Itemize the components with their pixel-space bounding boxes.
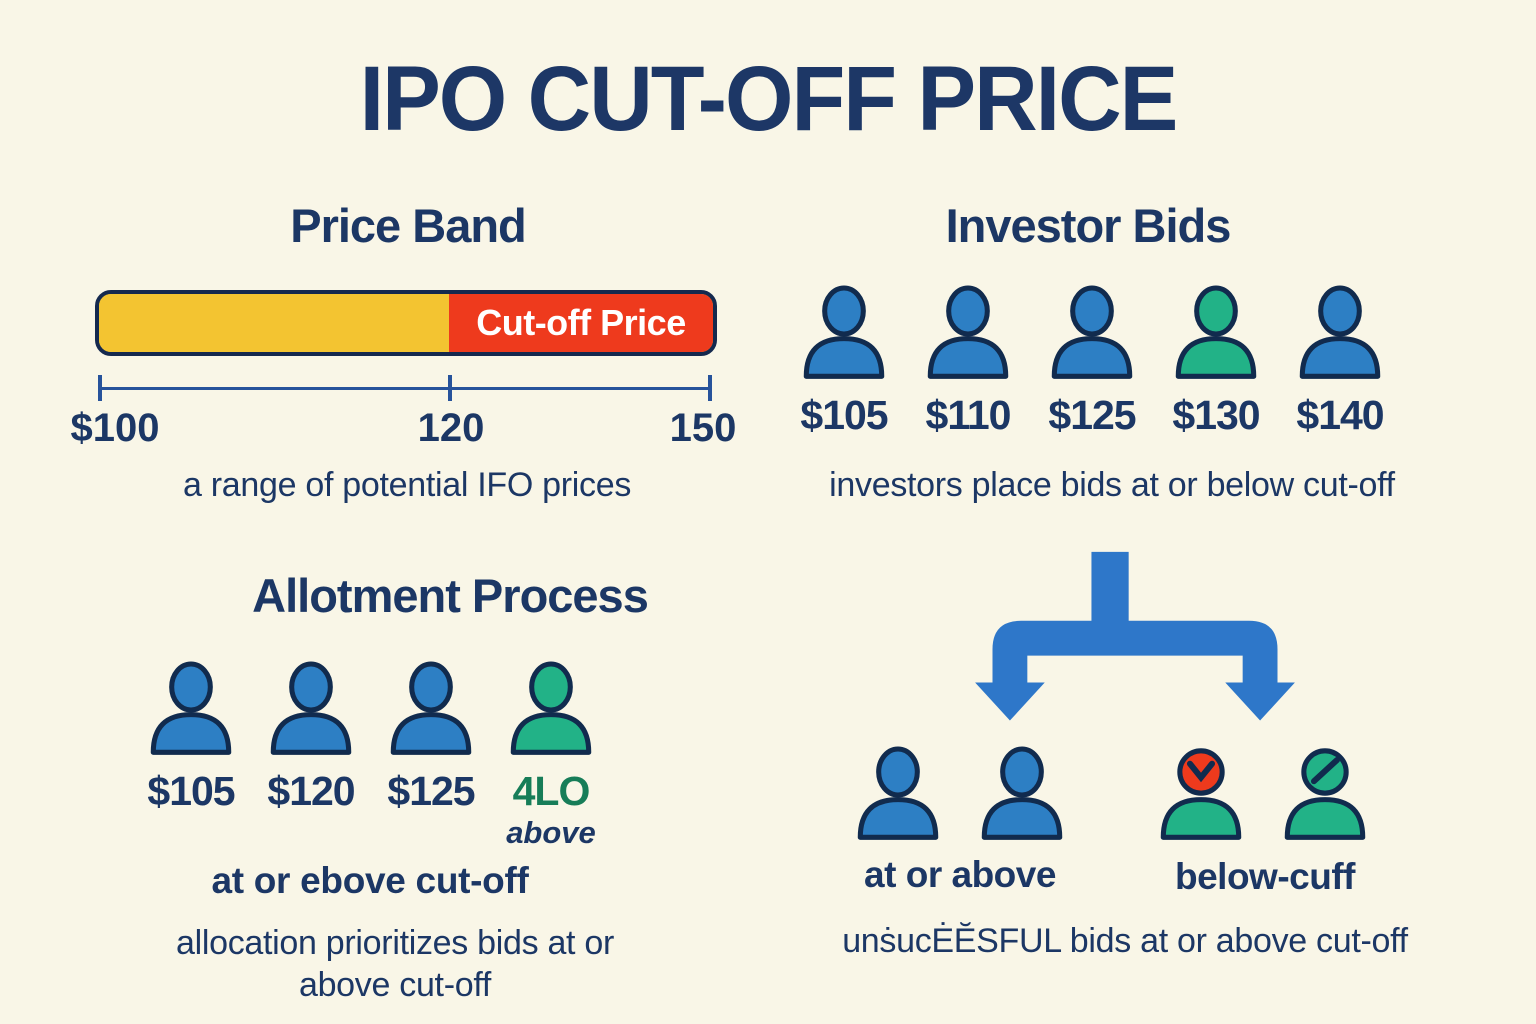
outcomes-caption: unṡucĖĔSFUL bids at or above cut-off	[842, 922, 1408, 960]
allotment-amount: $105	[147, 768, 235, 814]
allotment-amount: $125	[387, 768, 475, 814]
price-band-bar: Cut-off Price	[95, 290, 717, 356]
allotment-caption-line1: allocation prioritizes bids at or	[176, 924, 614, 962]
investor-bids-heading: Investor Bids	[945, 199, 1232, 252]
price-band-heading: Price Band	[290, 199, 527, 252]
bid-amount: $140	[1296, 392, 1384, 438]
allotment-heading: Allotment Process	[252, 569, 649, 622]
investor-person-icon	[1046, 284, 1138, 384]
bid-amount: $105	[800, 392, 888, 438]
outcome-left-label: at or above	[864, 854, 1056, 895]
investor-person-icon	[922, 284, 1014, 384]
axis-tick-120	[448, 375, 452, 401]
allotment-person-3: $125	[385, 660, 477, 851]
price-band-caption: a range of potential IFO prices	[182, 466, 632, 504]
bid-amount: $125	[1048, 392, 1136, 438]
accepted-person-icon	[976, 745, 1068, 845]
allotment-person-1: $105	[145, 660, 237, 851]
allotment-person-icon	[265, 660, 357, 760]
investor-bid-4: $130	[1170, 284, 1262, 439]
allotment-amount-sub: above	[506, 815, 596, 850]
split-flow-arrow-icon	[975, 551, 1295, 721]
allotment-person-2: $120	[265, 660, 357, 851]
person-check-badge-icon	[1279, 745, 1371, 845]
axis-tick-100	[98, 375, 102, 401]
accepted-person-icon	[852, 745, 944, 845]
allotment-amount: 4LO	[512, 768, 591, 814]
allotment-amount: $120	[267, 768, 355, 814]
investor-bid-1: $105	[798, 284, 890, 439]
cutoff-price-segment: Cut-off Price	[448, 294, 713, 352]
cutoff-price-label: Cut-off Price	[476, 302, 686, 343]
bid-amount: $110	[925, 392, 1012, 438]
outcome-left-group	[852, 745, 1068, 845]
outcome-right-group	[1155, 745, 1371, 845]
price-band-range-segment	[99, 294, 449, 352]
axis-label-120: 120	[417, 406, 485, 450]
investor-bid-2: $110	[922, 284, 1014, 439]
allotment-person-icon	[505, 660, 597, 760]
axis-tick-150	[708, 375, 712, 401]
axis-label-150: 150	[669, 406, 737, 450]
investor-bids-caption: investors place bids at or below cut-off	[829, 466, 1395, 504]
investor-bids-row: $105 $110 $125 $130 $140	[798, 284, 1386, 439]
outcome-right-label: below-cuff	[1175, 856, 1355, 897]
investor-person-icon	[798, 284, 890, 384]
axis-label-100: $100	[70, 406, 160, 450]
price-axis-line	[100, 387, 712, 390]
investor-bid-5: $140	[1294, 284, 1386, 439]
allotment-caption-line2: above cut-off	[298, 966, 492, 1004]
allotment-person-icon	[385, 660, 477, 760]
investor-person-icon	[1294, 284, 1386, 384]
person-red-badge-icon	[1155, 745, 1247, 845]
investor-person-icon	[1170, 284, 1262, 384]
bid-amount: $130	[1172, 392, 1260, 438]
allotment-subheading: at or ebove cut-off	[211, 860, 529, 901]
investor-bid-3: $125	[1046, 284, 1138, 439]
allotment-row: $105 $120 $125 4LO above	[145, 660, 597, 851]
allotment-person-4: 4LO above	[505, 660, 597, 851]
page-title: IPO CUT-OFF PRICE	[359, 47, 1179, 150]
allotment-person-icon	[145, 660, 237, 760]
